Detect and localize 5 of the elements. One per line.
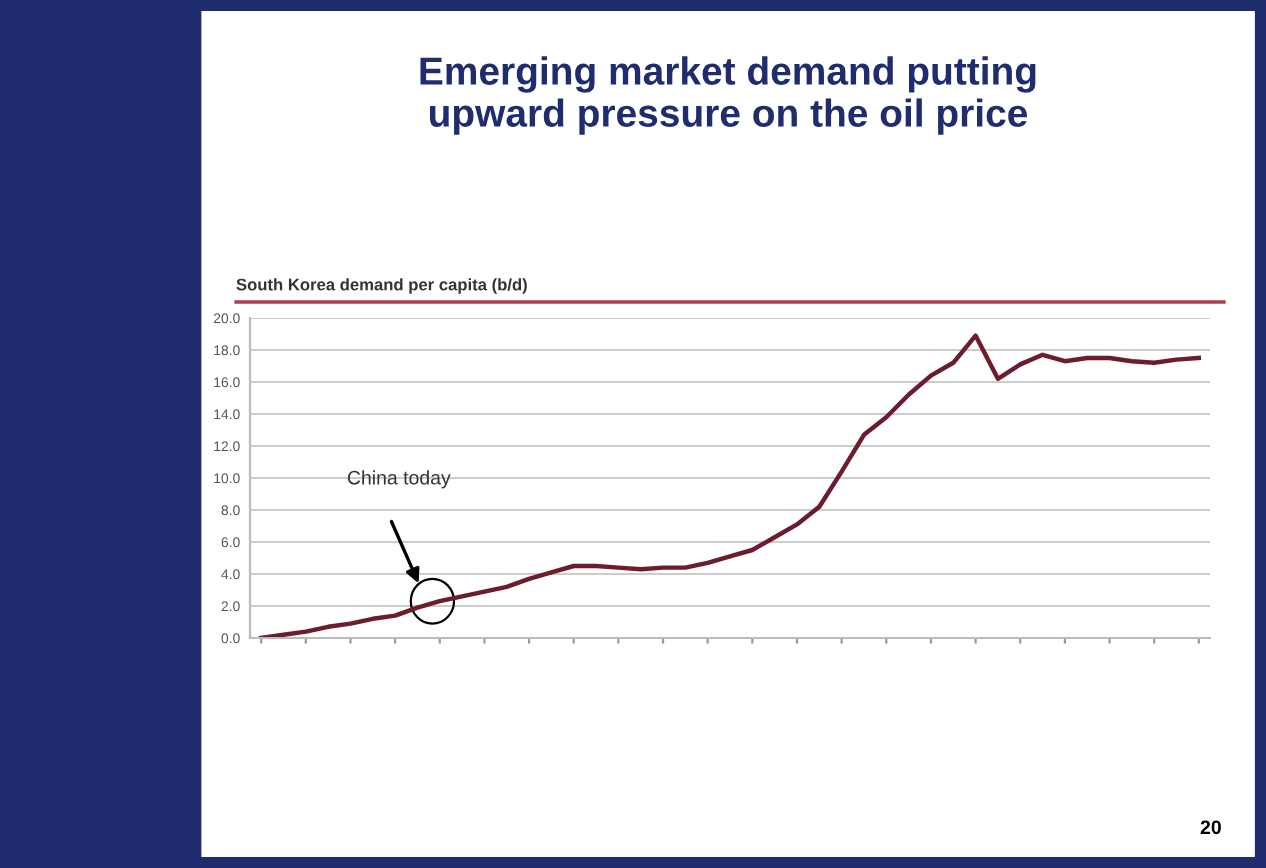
chart-subtitle: South Korea demand per capita (b/d) bbox=[236, 278, 527, 294]
line-series bbox=[258, 333, 1202, 638]
text: 20 bbox=[1200, 820, 1221, 835]
annotation: China today bbox=[347, 470, 451, 489]
chart-title: Emerging market demand putting upward pressure on the oil price bbox=[420, 56, 1036, 135]
